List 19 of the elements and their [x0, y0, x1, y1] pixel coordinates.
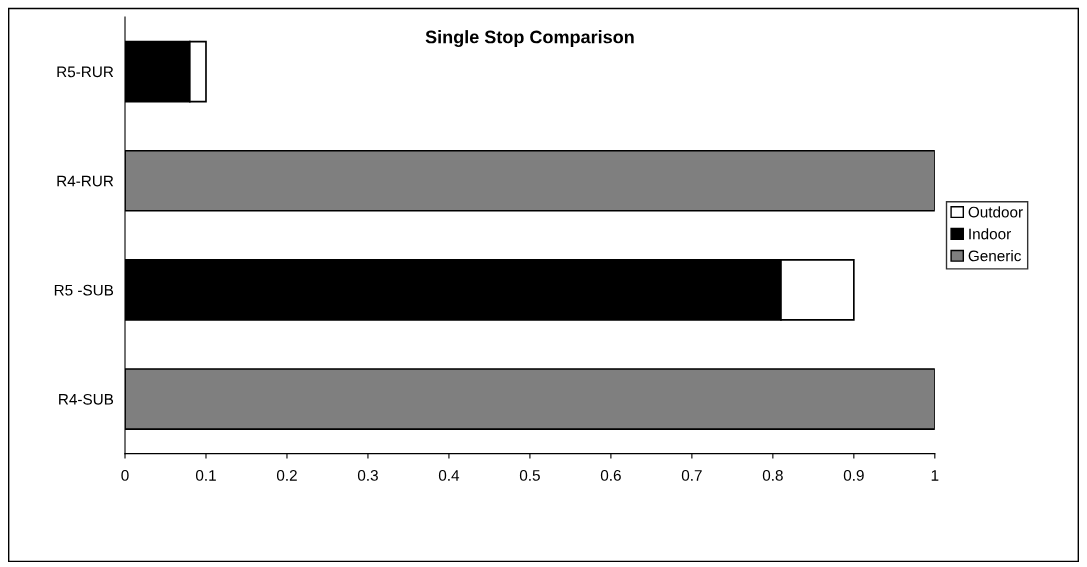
y-tick-label: R4-RUR [57, 175, 114, 187]
x-tick-label: 0.6 [600, 469, 621, 481]
x-tick-label: 0.9 [843, 469, 864, 481]
x-tick-label: 0.5 [519, 469, 540, 481]
x-tick-label: 1 [931, 470, 939, 481]
x-tick-label: 0.8 [762, 469, 783, 481]
legend-label: Outdoor [968, 206, 1023, 218]
y-tick-label: R5 -SUB [54, 284, 114, 296]
x-tick-label: 0.2 [276, 469, 297, 481]
x-tick-label: 0.3 [357, 469, 378, 481]
x-tick-label: 0.4 [438, 469, 460, 481]
y-tick-label: R5-RUR [57, 66, 114, 78]
text: Single Stop Comparison [425, 30, 634, 48]
y-tick-label: R4-SUB [59, 393, 114, 405]
x-tick-label: 0 [121, 469, 129, 481]
legend-label: Indoor [969, 228, 1011, 240]
x-tick-label: 0.7 [681, 469, 702, 481]
x-tick-label: 0.1 [195, 469, 216, 481]
legend-label: Generic [968, 250, 1021, 262]
